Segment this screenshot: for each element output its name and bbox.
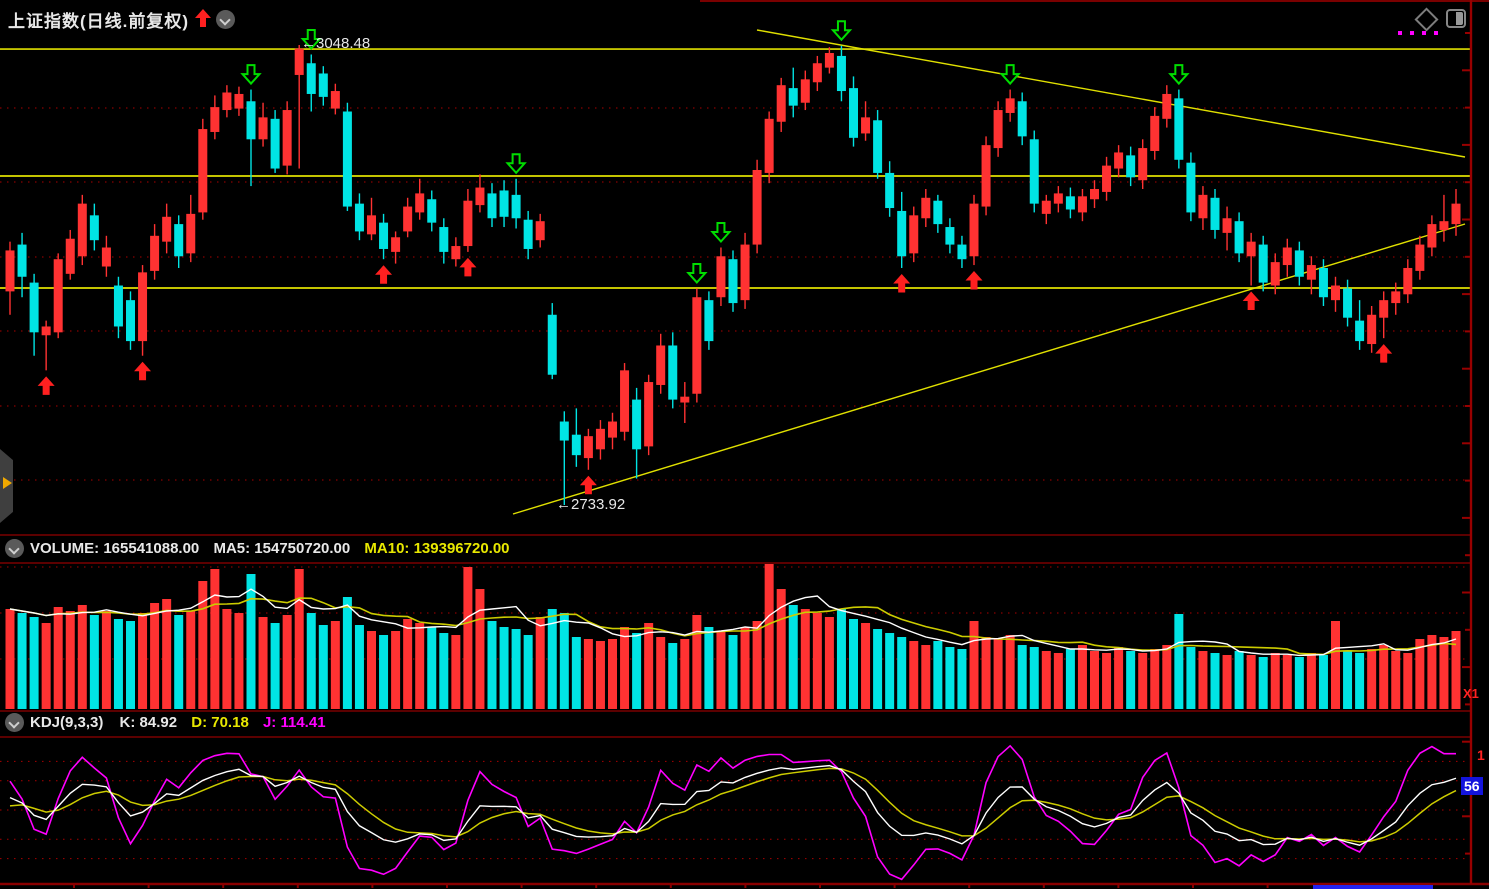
volume-ma-lines bbox=[9, 588, 1457, 657]
volume-collapse-icon[interactable] bbox=[5, 539, 24, 558]
volume-label: VOLUME: bbox=[30, 540, 100, 557]
magenta-dot bbox=[1422, 31, 1426, 35]
j-value: 114.41 bbox=[280, 714, 326, 731]
d-label: D: bbox=[191, 714, 208, 731]
volume-bars[interactable] bbox=[5, 564, 1461, 709]
j-label: J: bbox=[262, 714, 277, 731]
scroll-indicator[interactable] bbox=[1313, 885, 1433, 889]
volume-header: VOLUME: 165541088.00 MA5: 154750720.00 M… bbox=[30, 540, 510, 557]
volume-value: 165541088.00 bbox=[103, 540, 200, 557]
high-price-annotation: ←3048.48 bbox=[301, 35, 371, 52]
panel-toggle-fill bbox=[1456, 12, 1463, 25]
gridlines bbox=[0, 107, 1471, 860]
k-value: 84.92 bbox=[139, 714, 178, 731]
magenta-dot bbox=[1410, 31, 1414, 35]
kdj-header: KDJ(9,3,3) K: 84.92 D: 70.18 J: 114.41 bbox=[30, 714, 326, 731]
ma5-label: MA5: bbox=[213, 540, 251, 557]
k-label: K: bbox=[119, 714, 136, 731]
magenta-dot bbox=[1434, 31, 1438, 35]
kdj-axis-top-label: 1 bbox=[1477, 747, 1485, 763]
kdj-lines bbox=[9, 744, 1457, 881]
pane-scale-label: X1 bbox=[1463, 686, 1479, 701]
kdj-name: KDJ(9,3,3) bbox=[30, 714, 104, 731]
red-up-arrow-icon bbox=[195, 9, 211, 27]
panel-toggle-icon[interactable] bbox=[1446, 9, 1466, 28]
kdj-current-value-badge: 56 bbox=[1461, 777, 1483, 795]
ma10-label: MA10: bbox=[364, 540, 410, 557]
ma10-value: 139396720.00 bbox=[413, 540, 510, 557]
page-title: 上证指数(日线.前复权) bbox=[8, 12, 190, 31]
kdj-collapse-icon[interactable] bbox=[5, 713, 24, 732]
magenta-dot bbox=[1398, 31, 1402, 35]
d-value: 70.18 bbox=[211, 714, 249, 731]
signal-arrows bbox=[37, 20, 1393, 495]
chevron-down-icon[interactable] bbox=[216, 10, 235, 29]
candlestick-series[interactable] bbox=[5, 45, 1461, 505]
sidebar-expand-arrow-icon bbox=[3, 477, 12, 489]
ma5-value: 154750720.00 bbox=[254, 540, 351, 557]
low-price-annotation: ←2733.92 bbox=[556, 496, 626, 513]
